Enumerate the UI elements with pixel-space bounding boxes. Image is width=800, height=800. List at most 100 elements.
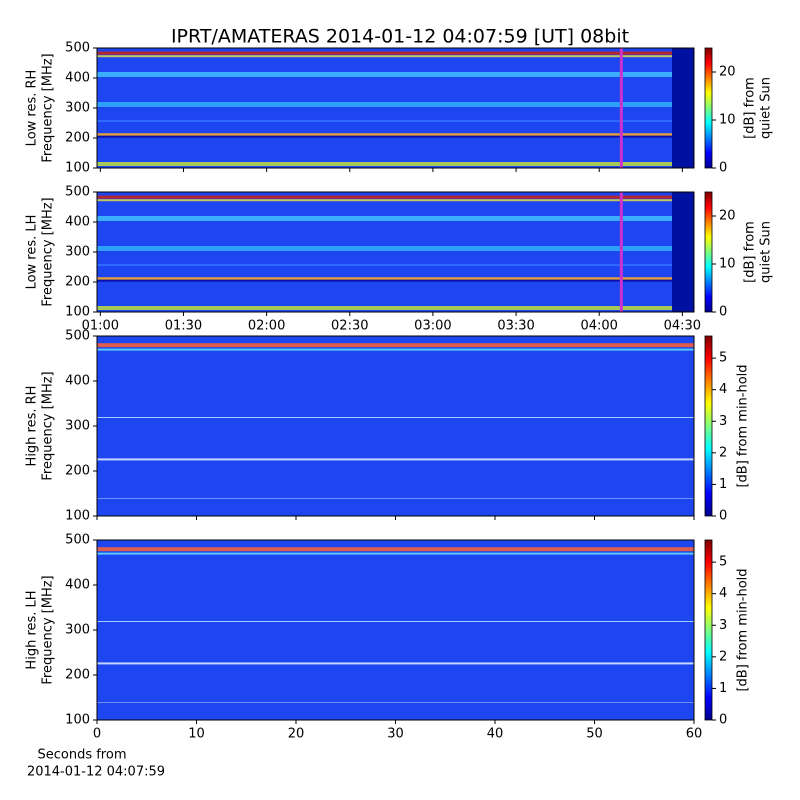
- y-label: High res. LH: [25, 590, 40, 669]
- y-tick-label: 300: [65, 623, 90, 638]
- spectrogram: [97, 48, 694, 168]
- y-tick-label: 200: [65, 275, 90, 290]
- colorbar-tick-label: 4: [719, 382, 727, 397]
- spectrogram-band: [97, 498, 694, 499]
- colorbar: [704, 335, 713, 517]
- y-label: Frequency [MHz]: [41, 53, 56, 162]
- colorbar-label: [dB] from: [743, 77, 758, 139]
- x-tick-label: 03:00: [414, 319, 451, 334]
- spectrogram: [97, 540, 694, 720]
- colorbar: [704, 47, 713, 169]
- x-tick-label: 04:30: [664, 319, 701, 334]
- y-tick-label: 200: [65, 668, 90, 683]
- x-tick-label: 0: [93, 727, 101, 742]
- x-tick-label: 02:30: [331, 319, 368, 334]
- y-tick-label: 100: [65, 713, 90, 728]
- x-tick-label: 40: [487, 727, 504, 742]
- colorbar-tick-label: 5: [719, 555, 727, 570]
- colorbar-tick-label: 0: [719, 305, 727, 320]
- title: IPRT/AMATERAS 2014-01-12 04:07:59 [UT] 0…: [171, 26, 629, 48]
- spectrogram-band: [97, 306, 694, 310]
- colorbar-tick-label: 3: [719, 618, 727, 633]
- colorbar-label: [dB] from min-hold: [736, 568, 751, 691]
- y-label: Low res. LH: [25, 215, 40, 290]
- y-tick-label: 500: [65, 329, 90, 344]
- colorbar-tick-label: 10: [719, 113, 736, 128]
- spectrogram-band: [97, 264, 694, 266]
- colorbar: [704, 191, 713, 313]
- spectrogram-band: [97, 417, 694, 418]
- spectrogram-band: [97, 135, 694, 138]
- y-tick-label: 500: [65, 533, 90, 548]
- spectrogram-band: [97, 246, 694, 251]
- spectrogram-band: [97, 133, 694, 137]
- spectrogram-band: [97, 458, 694, 461]
- colorbar-tick-label: 20: [719, 209, 736, 224]
- colorbar-tick-label: 10: [719, 257, 736, 272]
- colorbar-tick-label: 2: [719, 649, 727, 664]
- y-tick-label: 500: [65, 185, 90, 200]
- x-tick-label: 10: [188, 727, 205, 742]
- y-tick-label: 200: [65, 464, 90, 479]
- spectrogram-band: [97, 51, 694, 55]
- x-label: Seconds from: [37, 748, 126, 763]
- spectrogram-band: [97, 348, 694, 351]
- x-tick-label: 03:30: [497, 319, 534, 334]
- spectrogram-band: [97, 279, 694, 282]
- spectrogram-band: [97, 662, 694, 665]
- colorbar-label: [dB] from min-hold: [736, 364, 751, 487]
- spectrogram-band: [97, 55, 694, 58]
- spectrogram-band: [97, 552, 694, 555]
- x-tick-label: 04:00: [580, 319, 617, 334]
- x-tick-label: 60: [686, 727, 703, 742]
- colorbar-tick-label: 0: [719, 161, 727, 176]
- colorbar-tick-label: 0: [719, 509, 727, 524]
- y-label: Frequency [MHz]: [41, 371, 56, 480]
- colorbar-tick-label: 1: [719, 477, 727, 492]
- spectrogram-band: [97, 277, 694, 281]
- spectrogram-band: [97, 343, 694, 348]
- colorbar-tick-label: 1: [719, 681, 727, 696]
- colorbar-label: quiet Sun: [759, 221, 774, 283]
- spectrogram-band: [97, 195, 694, 199]
- y-tick-label: 300: [65, 101, 90, 116]
- y-tick-label: 400: [65, 71, 90, 86]
- spectrogram-band: [97, 216, 694, 221]
- spectrogram-band: [97, 199, 694, 202]
- x-tick-label: 01:30: [165, 319, 202, 334]
- spectrogram: [97, 192, 694, 312]
- colorbar-tick-label: 0: [719, 713, 727, 728]
- spectrogram-band: [97, 621, 694, 622]
- y-tick-label: 200: [65, 131, 90, 146]
- y-tick-label: 300: [65, 245, 90, 260]
- spectrogram-band: [97, 702, 694, 703]
- x-tick-label: 20: [288, 727, 305, 742]
- colorbar: [704, 539, 713, 721]
- spectrogram-band: [97, 162, 694, 166]
- spectrogram-band: [97, 547, 694, 552]
- y-tick-label: 300: [65, 419, 90, 434]
- y-tick-label: 400: [65, 215, 90, 230]
- spectrogram-gap: [672, 192, 694, 312]
- y-tick-label: 100: [65, 305, 90, 320]
- spectrogram-band: [97, 120, 694, 122]
- colorbar-label: quiet Sun: [759, 77, 774, 139]
- spectrogram-band: [97, 72, 694, 77]
- spectrogram-band: [97, 102, 694, 107]
- colorbar-tick-label: 20: [719, 65, 736, 80]
- colorbar-label: [dB] from: [743, 221, 758, 283]
- y-tick-label: 100: [65, 161, 90, 176]
- spectrogram: [97, 336, 694, 516]
- x-tick-label: 30: [387, 727, 404, 742]
- colorbar-tick-label: 2: [719, 445, 727, 460]
- x-tick-label: 50: [586, 727, 603, 742]
- y-label: Low res. RH: [25, 70, 40, 147]
- x-label: 2014-01-12 04:07:59: [27, 765, 165, 780]
- x-tick-label: 01:00: [82, 319, 119, 334]
- y-label: Frequency [MHz]: [41, 575, 56, 684]
- y-tick-label: 400: [65, 374, 90, 389]
- spectrogram-gap: [672, 48, 694, 168]
- colorbar-tick-label: 3: [719, 414, 727, 429]
- colorbar-tick-label: 5: [719, 351, 727, 366]
